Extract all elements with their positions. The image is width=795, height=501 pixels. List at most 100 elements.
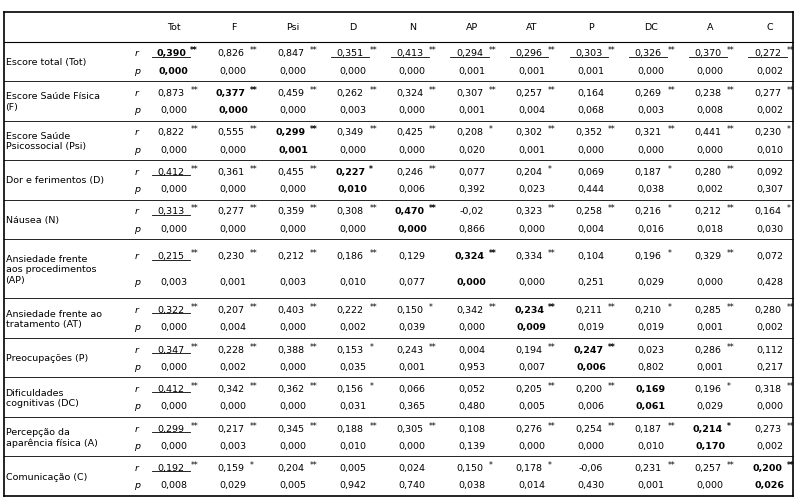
Text: 0,000: 0,000 [459,323,485,332]
Text: 0,000: 0,000 [161,145,187,154]
Text: AP: AP [466,23,478,32]
Text: 0,322: 0,322 [157,306,185,315]
Text: Escore Saúde Física
(F): Escore Saúde Física (F) [6,92,99,111]
Text: **: ** [667,86,675,95]
Text: 0,000: 0,000 [219,106,248,115]
Text: 0,069: 0,069 [578,167,604,176]
Text: p: p [134,278,140,287]
Text: **: ** [727,86,735,95]
Text: **: ** [549,86,556,95]
Text: **: ** [727,460,735,469]
Text: 0,953: 0,953 [458,362,486,371]
Text: **: ** [727,204,735,213]
Text: **: ** [369,249,377,258]
Text: 0,444: 0,444 [578,185,604,194]
Text: *: * [549,460,552,469]
Text: 0,277: 0,277 [754,89,781,98]
Text: *: * [727,381,731,390]
Text: 0,000: 0,000 [220,185,246,194]
Text: -0,02: -0,02 [460,207,484,216]
Text: **: ** [191,249,198,258]
Text: 0,000: 0,000 [161,402,187,411]
Text: p: p [134,145,140,154]
Text: Preocupações (P): Preocupações (P) [6,354,87,363]
Text: 0,272: 0,272 [754,49,781,58]
Text: 0,000: 0,000 [161,362,187,371]
Text: **: ** [309,460,317,469]
Text: 0,023: 0,023 [637,345,665,354]
Text: **: ** [250,46,258,55]
Text: 0,001: 0,001 [399,362,425,371]
Text: p: p [134,224,140,233]
Text: 0,305: 0,305 [396,424,424,433]
Text: **: ** [250,381,258,390]
Text: 0,555: 0,555 [218,128,244,137]
Text: **: ** [549,303,556,312]
Text: 0,005: 0,005 [339,463,366,472]
Text: **: ** [191,86,198,95]
Text: 0,010: 0,010 [339,441,366,450]
Text: 0,216: 0,216 [635,207,661,216]
Text: 0,299: 0,299 [158,424,184,433]
Text: 0,000: 0,000 [220,145,246,154]
Text: 0,169: 0,169 [636,384,665,393]
Text: Percepção da
aparência física (A): Percepção da aparência física (A) [6,427,98,447]
Text: 0,230: 0,230 [754,128,781,137]
Text: 0,192: 0,192 [158,463,184,472]
Text: 0,455: 0,455 [277,167,304,176]
Text: 0,352: 0,352 [575,128,603,137]
Text: 0,002: 0,002 [757,106,783,115]
Text: 0,000: 0,000 [220,402,246,411]
Text: **: ** [727,342,735,351]
Text: 0,029: 0,029 [220,480,246,489]
Text: r: r [135,345,138,354]
Text: 0,277: 0,277 [218,207,244,216]
Text: 0,412: 0,412 [158,167,184,176]
Text: 0,038: 0,038 [637,185,665,194]
Text: 0,000: 0,000 [280,402,306,411]
Text: 0,294: 0,294 [456,49,483,58]
Text: 0,020: 0,020 [459,145,485,154]
Text: 0,740: 0,740 [399,480,425,489]
Text: r: r [135,424,138,433]
Text: **: ** [667,125,675,134]
Text: **: ** [549,46,556,55]
Text: 0,470: 0,470 [395,207,425,216]
Text: **: ** [429,204,436,213]
Text: 0,018: 0,018 [697,224,723,233]
Text: 0,001: 0,001 [459,67,485,76]
Text: r: r [135,89,138,98]
Text: **: ** [549,381,556,390]
Text: 0,000: 0,000 [518,278,545,287]
Text: 0,459: 0,459 [277,89,304,98]
Text: **: ** [250,342,258,351]
Text: *: * [787,204,790,213]
Text: 0,425: 0,425 [397,128,423,137]
Text: **: ** [250,86,258,95]
Text: 0,212: 0,212 [277,252,304,261]
Text: **: ** [309,303,317,312]
Text: 0,217: 0,217 [218,424,244,433]
Text: 0,010: 0,010 [638,441,664,450]
Text: 0,247: 0,247 [574,345,603,354]
Text: 0,246: 0,246 [397,167,423,176]
Text: **: ** [787,381,794,390]
Text: **: ** [309,421,317,430]
Text: 0,005: 0,005 [518,402,545,411]
Text: 0,002: 0,002 [339,323,366,332]
Text: 0,077: 0,077 [459,167,485,176]
Text: **: ** [607,421,615,430]
Text: 0,217: 0,217 [757,362,783,371]
Text: 0,010: 0,010 [757,145,783,154]
Text: 0,052: 0,052 [459,384,485,393]
Text: 0,001: 0,001 [518,145,545,154]
Text: Dor e ferimentos (D): Dor e ferimentos (D) [6,176,103,185]
Text: **: ** [787,421,794,430]
Text: *: * [429,303,432,312]
Text: 0,000: 0,000 [518,441,545,450]
Text: p: p [134,67,140,76]
Text: 0,313: 0,313 [157,207,185,216]
Text: **: ** [191,164,198,173]
Text: 0,001: 0,001 [518,67,545,76]
Text: 0,002: 0,002 [757,441,783,450]
